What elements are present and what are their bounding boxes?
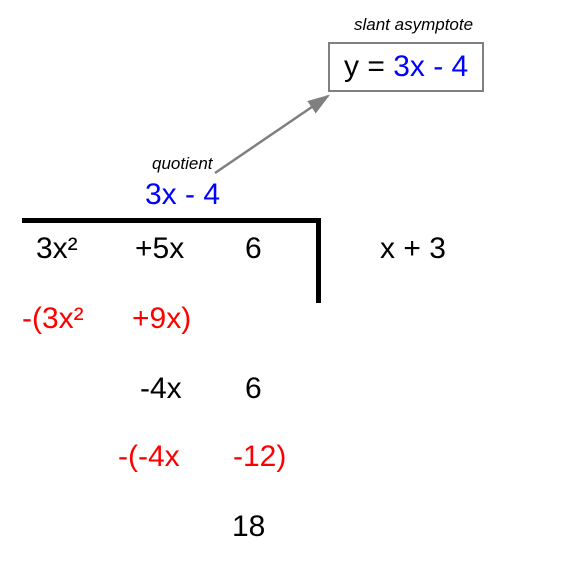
asymptote-value: 3x - 4 xyxy=(393,50,468,83)
asymptote-prefix: y = xyxy=(344,50,393,83)
quotient-label: quotient xyxy=(152,154,213,174)
step1-result-term1: -4x xyxy=(140,372,182,406)
remainder: 18 xyxy=(232,510,265,544)
arrow-icon xyxy=(210,88,340,178)
step1-result-term2: 6 xyxy=(245,372,262,406)
divisor: x + 3 xyxy=(380,232,446,266)
slant-asymptote-label: slant asymptote xyxy=(354,15,473,35)
dividend-term2: +5x xyxy=(135,232,184,266)
step1-subtract-close: +9x) xyxy=(132,302,191,336)
dividend-term1: 3x² xyxy=(36,232,78,266)
step1-subtract-open: -(3x² xyxy=(22,302,84,336)
step2-subtract-close: -12) xyxy=(233,440,286,474)
asymptote-equation-box: y = 3x - 4 xyxy=(328,42,484,92)
quotient-value: 3x - 4 xyxy=(145,178,220,212)
step2-subtract-open: -(-4x xyxy=(118,440,180,474)
dividend-term3: 6 xyxy=(245,232,262,266)
